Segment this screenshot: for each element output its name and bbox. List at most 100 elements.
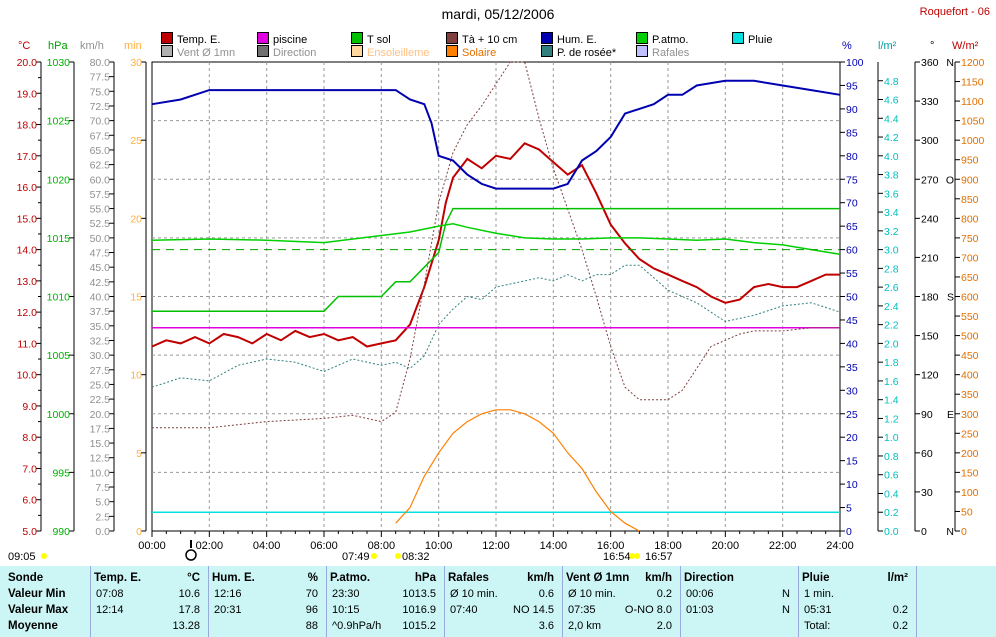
wind-axis-label: 12.5 (90, 453, 111, 465)
dir-axis-label: 360 (921, 57, 939, 69)
hum-axis-label: 25 (846, 409, 858, 421)
table-cell-label: 00:06 (686, 588, 714, 600)
legend-label: P. de rosée* (557, 47, 617, 59)
rain-axis-label: 3.4 (884, 207, 899, 219)
table-column-divider (90, 566, 91, 637)
temp-axis-label: 18.0 (17, 120, 38, 132)
solar-axis-label: 450 (961, 350, 979, 362)
wind-axis-label: 77.5 (90, 72, 111, 84)
legend-label: P.atmo. (652, 34, 689, 46)
weather-chart: 00:00 02:00 04:00 06:00 08:00 10:00 12:00 14:00… (17, 57, 985, 561)
table-cell-label: Ø 10 min. (450, 588, 498, 600)
wind-axis-label: 22.5 (90, 394, 111, 406)
rain-axis-label: 2.8 (884, 263, 899, 275)
dir-axis-label: 120 (921, 370, 939, 382)
rain-axis-label: 0.8 (884, 451, 899, 463)
sun-time-label: 08:32 (402, 551, 430, 563)
wind-axis-label: 47.5 (90, 248, 111, 260)
rain-axis-label: 3.6 (884, 188, 899, 200)
table-column-divider (680, 566, 681, 637)
table-cell-label: 23:30 (332, 588, 360, 600)
x-tick-label: 08:00 (368, 540, 396, 552)
moon-icon (185, 549, 197, 561)
table-cell-value: 0.2 (656, 588, 672, 600)
wind-axis-label: 35.0 (90, 321, 111, 333)
press-axis-label: 1025 (47, 116, 71, 128)
temp-axis-label: 9.0 (22, 401, 37, 413)
table-cell-value: 96 (305, 604, 318, 616)
legend-swatch (161, 45, 173, 57)
legend-swatch (636, 45, 648, 57)
table-cell-value: 88 (305, 620, 318, 632)
wind-axis-label: 65.0 (90, 145, 111, 157)
legend-swatch (732, 32, 744, 44)
table-column-divider (208, 566, 209, 637)
hum-axis-label: 90 (846, 104, 858, 116)
rain-axis-label: 2.4 (884, 301, 899, 313)
table-cell-value: 1013.5 (402, 588, 436, 600)
hum-axis-label: 55 (846, 268, 858, 280)
table-cell-label: 05:31 (804, 604, 832, 616)
axis-unit-dir: ° (930, 40, 935, 52)
table-cell-value: 3.6 (538, 620, 554, 632)
press-axis-label: 990 (52, 526, 70, 538)
table-column-title: Vent Ø 1mn (566, 572, 630, 584)
rain-axis-label: 1.4 (884, 395, 899, 407)
sun-axis-label: 30 (130, 57, 142, 69)
temp-axis-label: 15.0 (17, 213, 38, 225)
rain-axis-label: 1.0 (884, 432, 899, 444)
sun-axis-label: 25 (130, 135, 142, 147)
axis-unit-wind: km/h (80, 40, 104, 52)
site-name: Roquefort - 06 (919, 6, 990, 18)
dir-compass-label: E (947, 409, 954, 421)
wind-axis-label: 30.0 (90, 350, 111, 362)
table-cell-value: 70 (305, 588, 318, 600)
axis-unit-hum: % (842, 40, 852, 52)
hum-axis-label: 20 (846, 432, 858, 444)
table-cell-value: 0.2 (892, 604, 908, 616)
x-tick-label: 10:00 (425, 540, 453, 552)
axis-unit-press: hPa (48, 40, 68, 52)
sun-time-label: 07:49 (342, 551, 370, 563)
rain-axis-label: 3.2 (884, 226, 899, 238)
rain-axis-label: 4.0 (884, 151, 899, 163)
temp-axis-label: 12.0 (17, 307, 38, 319)
table-column-title: Pluie (802, 572, 830, 584)
press-axis-label: 1010 (47, 292, 71, 304)
rain-axis-label: 2.6 (884, 282, 899, 294)
table-cell-value: NO 14.5 (513, 604, 554, 616)
press-axis-label: 1005 (47, 350, 71, 362)
temp-axis-label: 19.0 (17, 88, 38, 100)
table-cell-value: N (782, 588, 790, 600)
dir-axis-label: 240 (921, 213, 939, 225)
hum-axis-label: 95 (846, 80, 858, 92)
dir-axis-label: 60 (921, 448, 933, 460)
solar-axis-label: 850 (961, 194, 979, 206)
rain-axis-label: 1.2 (884, 413, 899, 425)
wind-axis-label: 75.0 (90, 86, 111, 98)
legend-item: Ensoleilleme (351, 45, 429, 59)
solar-axis-label: 650 (961, 272, 979, 284)
table-cell-label: ^0.9hPa/h (332, 620, 382, 632)
axis-unit-sun: min (124, 40, 142, 52)
table-column-divider (444, 566, 445, 637)
table-column-unit: km/h (645, 572, 672, 584)
dir-axis-label: 30 (921, 487, 933, 499)
wind-axis-label: 10.0 (90, 467, 111, 479)
rain-axis-label: 0.2 (884, 507, 899, 519)
legend-label: Vent Ø 1mn (177, 47, 236, 59)
table-cell-value: 2.0 (656, 620, 672, 632)
solar-axis-label: 800 (961, 213, 979, 225)
solar-axis-label: 600 (961, 292, 979, 304)
solar-axis-label: 950 (961, 155, 979, 167)
solar-axis-label: 500 (961, 331, 979, 343)
temp-axis-label: 7.0 (22, 463, 37, 475)
wind-axis-label: 25.0 (90, 379, 111, 391)
solar-axis-label: 100 (961, 487, 979, 499)
legend-item: Pluie (732, 32, 772, 46)
rain-axis-label: 3.8 (884, 170, 899, 182)
wind-axis-label: 0.0 (95, 526, 110, 538)
wind-axis-label: 37.5 (90, 306, 111, 318)
solar-axis-label: 150 (961, 467, 979, 479)
table-cell-label: Ø 10 min. (568, 588, 616, 600)
